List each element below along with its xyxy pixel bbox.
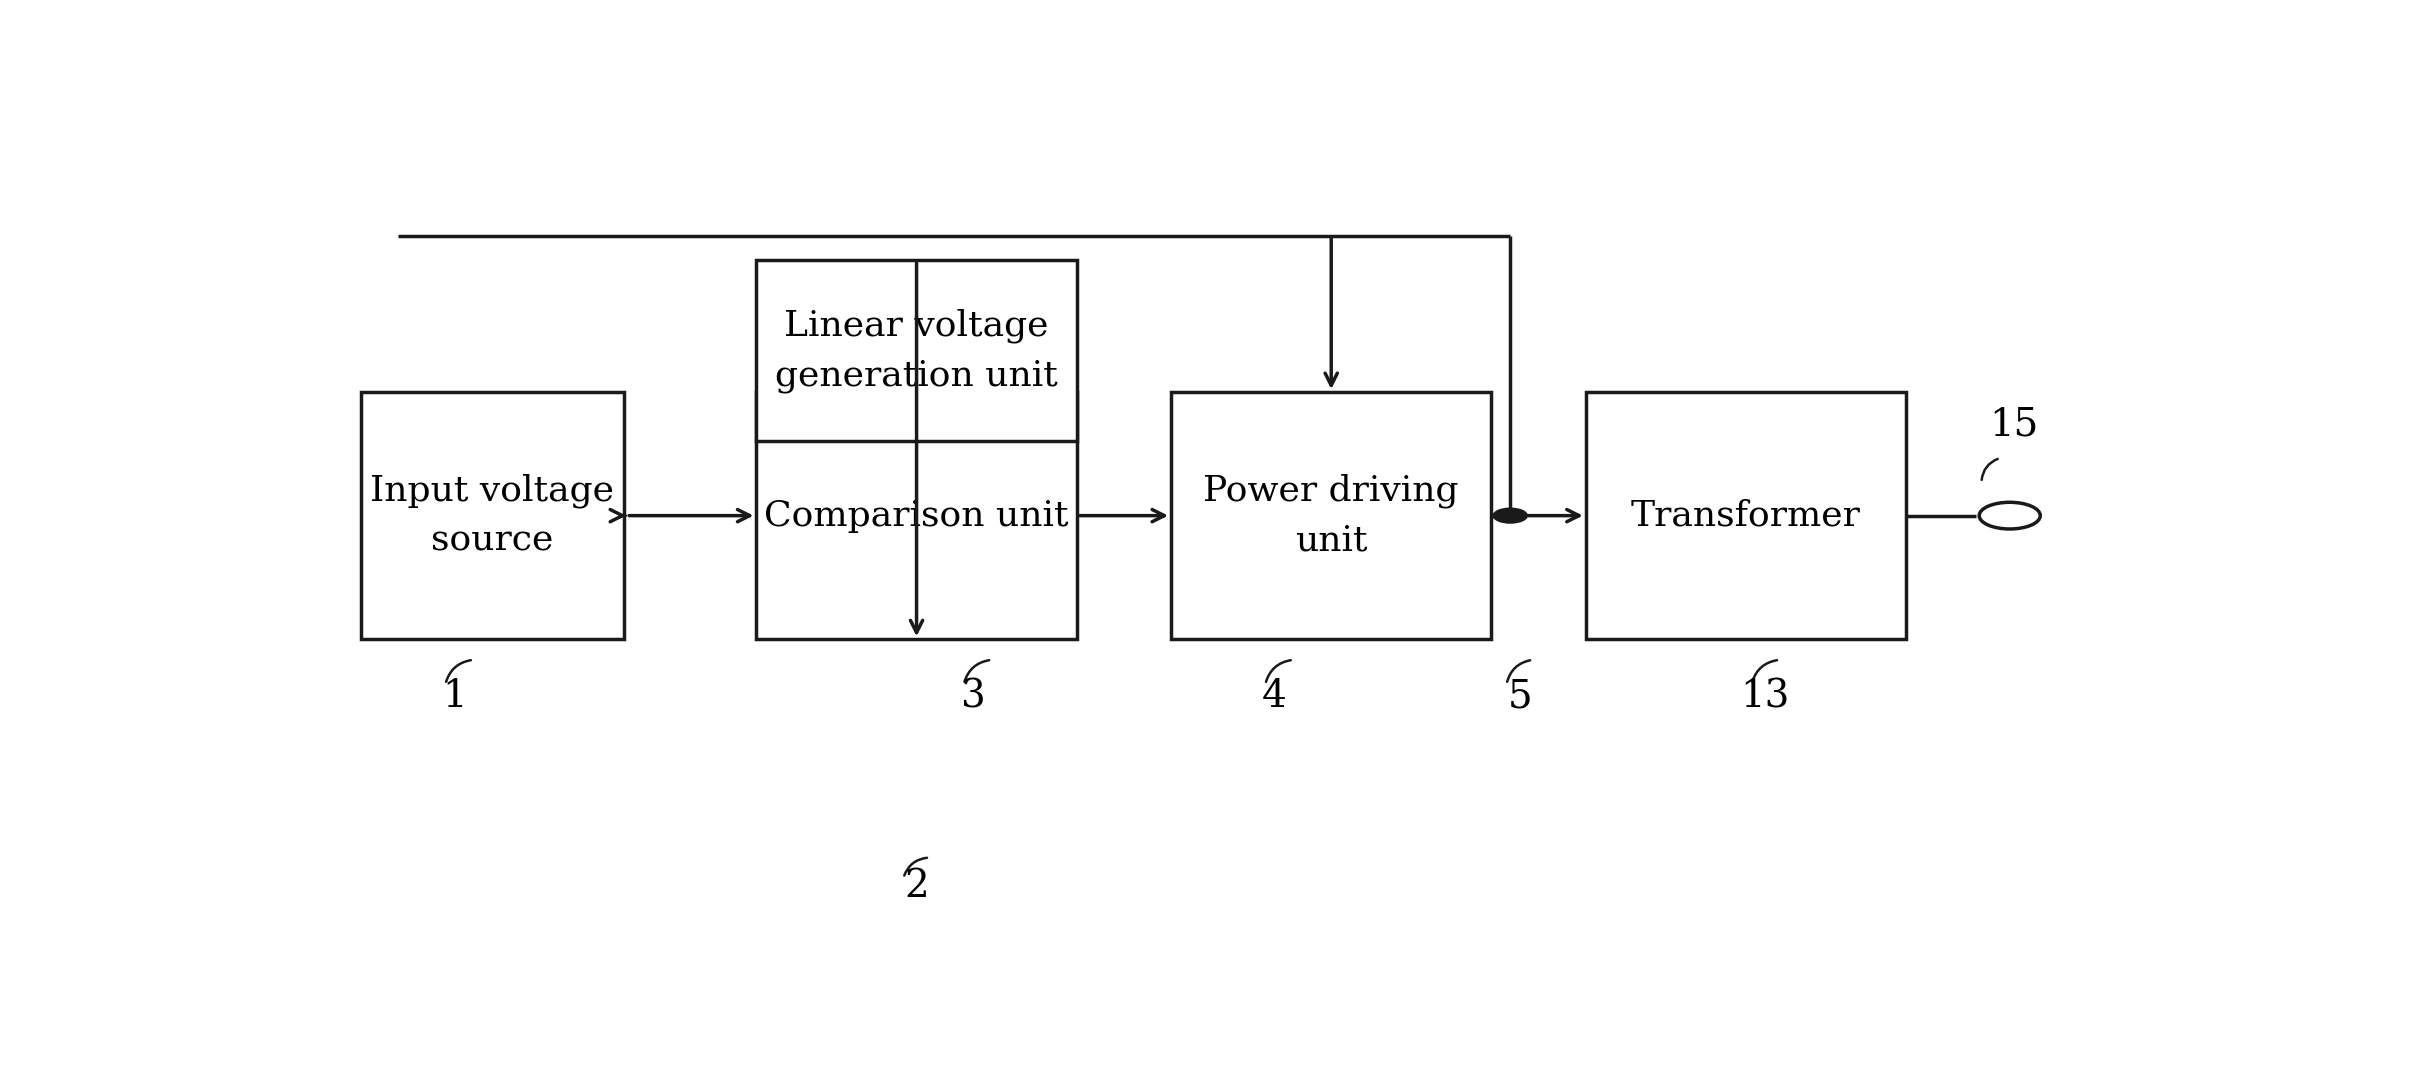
Text: 13: 13 bbox=[1739, 678, 1790, 716]
FancyBboxPatch shape bbox=[756, 392, 1077, 639]
Circle shape bbox=[1493, 508, 1527, 523]
Text: Transformer: Transformer bbox=[1632, 499, 1860, 533]
FancyBboxPatch shape bbox=[1586, 392, 1907, 639]
Text: 15: 15 bbox=[1989, 407, 2038, 443]
FancyBboxPatch shape bbox=[1172, 392, 1491, 639]
Text: Linear voltage
generation unit: Linear voltage generation unit bbox=[776, 308, 1058, 394]
Text: Input voltage
source: Input voltage source bbox=[370, 473, 615, 557]
FancyBboxPatch shape bbox=[360, 392, 625, 639]
Text: Comparison unit: Comparison unit bbox=[764, 499, 1068, 533]
Text: 5: 5 bbox=[1508, 678, 1532, 716]
Text: Power driving
unit: Power driving unit bbox=[1204, 473, 1459, 557]
Text: 2: 2 bbox=[905, 868, 929, 905]
Text: 3: 3 bbox=[961, 678, 985, 716]
Text: 4: 4 bbox=[1262, 678, 1287, 716]
FancyBboxPatch shape bbox=[756, 260, 1077, 442]
Text: 1: 1 bbox=[443, 678, 467, 716]
